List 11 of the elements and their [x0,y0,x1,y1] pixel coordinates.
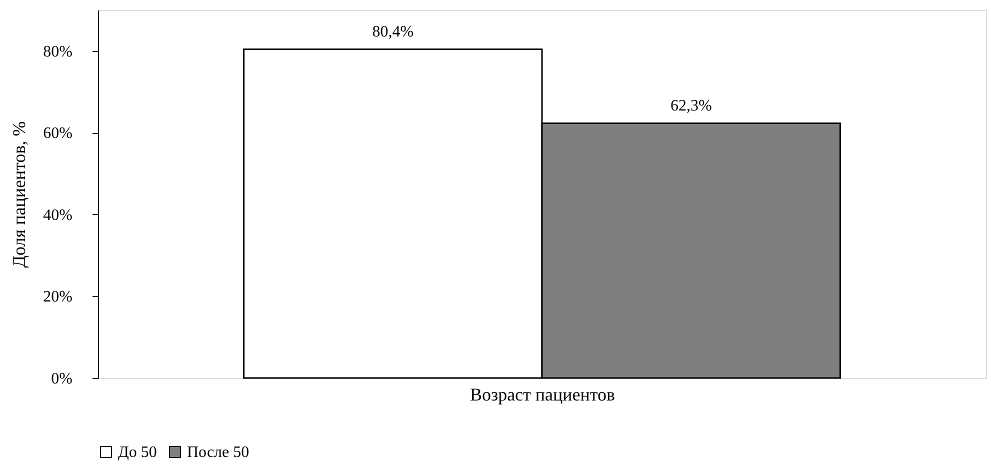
legend-label: После 50 [187,444,250,461]
y-axis-title: Доля пациентов, % [9,121,30,268]
y-tick-label: 40% [43,206,72,224]
data-label: 62,3% [670,97,712,114]
legend-label: До 50 [118,444,157,461]
x-axis-title: Возраст пациентов [470,384,616,404]
y-tick-label: 20% [43,288,72,306]
data-label: 80,4% [372,23,414,40]
y-tick-label: 0% [51,370,72,388]
y-tick-label: 60% [43,125,72,142]
y-tick-label: 80% [43,43,72,60]
